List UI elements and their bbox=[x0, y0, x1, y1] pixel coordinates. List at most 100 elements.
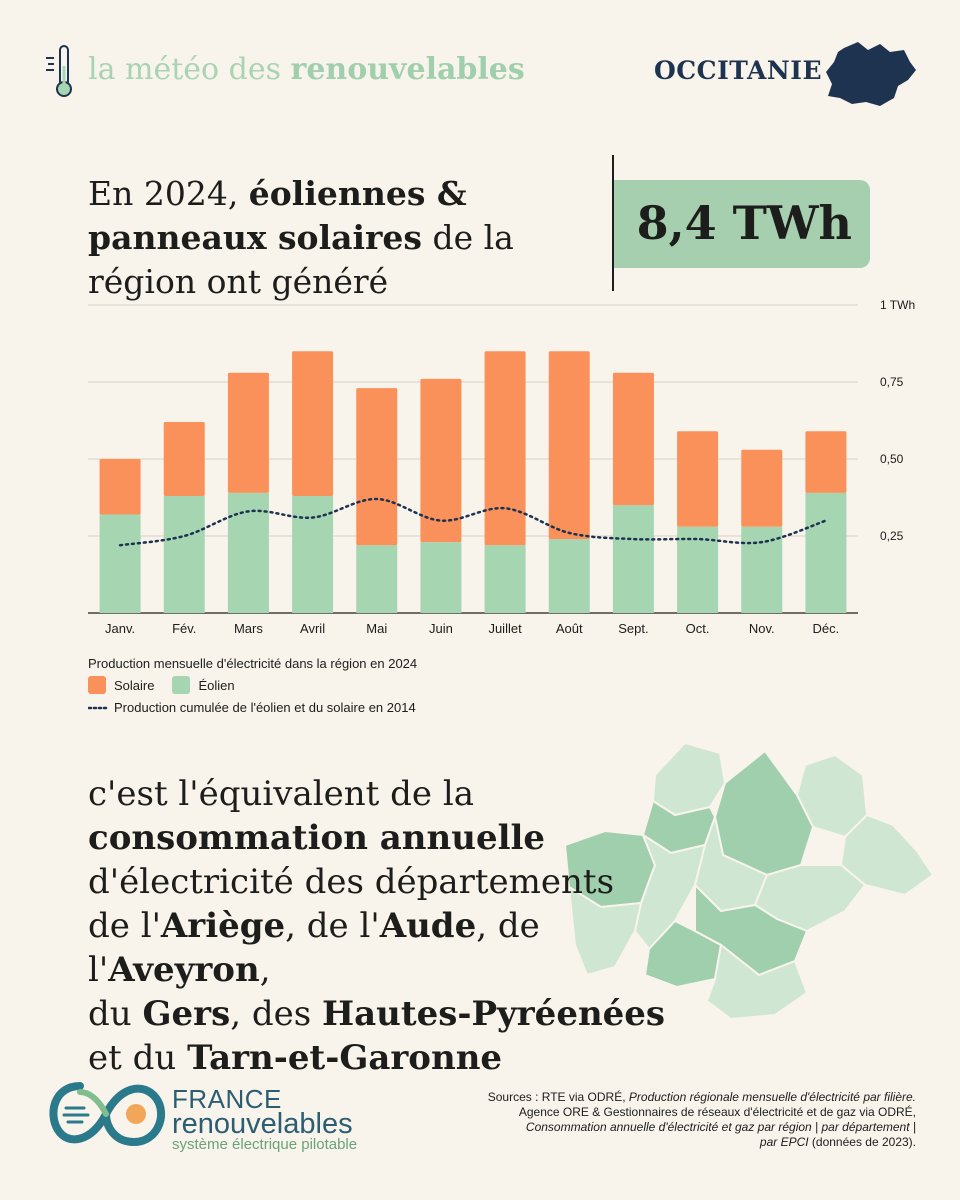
sources-dataset2: Consommation annuelle d'électricité et g… bbox=[525, 1120, 916, 1134]
sources-dataset1: Production régionale mensuelle d'électri… bbox=[628, 1090, 916, 1104]
line-production-2014 bbox=[118, 497, 828, 547]
x-tick-label: Juin bbox=[429, 621, 453, 636]
legend-title: Production mensuelle d'électricité dans … bbox=[88, 656, 418, 671]
monthly-production-chart: 0,25 0,50 0,75 1 TWh Janv. Fév. Mars Avril Mai Ju… bbox=[88, 298, 915, 636]
equiv-text: , bbox=[259, 950, 271, 990]
y-tick-label: 0,75 bbox=[880, 375, 904, 389]
x-tick-label: Avril bbox=[300, 621, 325, 636]
sources-line3: Consommation annuelle d'électricité et g… bbox=[446, 1120, 916, 1135]
bar-solaire bbox=[163, 422, 205, 496]
equiv-text: de l' bbox=[88, 906, 161, 946]
total-production-value: 8,4 TWh bbox=[636, 196, 852, 250]
bar-eolien bbox=[163, 495, 205, 613]
bar-eolien bbox=[741, 526, 783, 613]
dept-name-aveyron: Aveyron bbox=[108, 950, 260, 990]
dept-name-hautes-pyrenees: Hautes-Pyréenées bbox=[321, 994, 666, 1034]
bar-solaire bbox=[420, 378, 462, 543]
headline: En 2024, éoliennes & panneaux solaires d… bbox=[88, 172, 608, 304]
x-tick-label: Juillet bbox=[488, 621, 522, 636]
sources-text: Sources : RTE via ODRÉ, Production régio… bbox=[446, 1090, 916, 1150]
brand-title: la météo des renouvelables bbox=[88, 52, 525, 87]
bar-solaire bbox=[356, 388, 398, 546]
bar-solaire bbox=[227, 372, 269, 493]
legend-line-label: Production cumulée de l'éolien et du sol… bbox=[114, 700, 416, 715]
y-tick-label: 0,25 bbox=[880, 529, 904, 543]
dept-aveyron bbox=[713, 749, 815, 877]
x-tick-label: Mai bbox=[366, 621, 387, 636]
legend-dotted-line-swatch bbox=[88, 706, 108, 709]
dept-name-ariege: Ariège bbox=[160, 906, 286, 946]
bar-eolien bbox=[805, 492, 847, 613]
bar-solaire bbox=[805, 431, 847, 493]
equiv-line3: d'électricité des départements bbox=[88, 862, 615, 902]
logo-line1: FRANCE bbox=[172, 1084, 282, 1114]
dept-name-gers: Gers bbox=[142, 994, 231, 1034]
headline-divider bbox=[612, 155, 614, 291]
legend-solar-label: Solaire bbox=[114, 677, 155, 693]
sources-line1: Sources : RTE via ODRÉ, Production régio… bbox=[446, 1090, 916, 1105]
equiv-line2: consommation annuelle bbox=[88, 816, 688, 860]
bar-eolien bbox=[420, 542, 462, 613]
equiv-text: du bbox=[88, 994, 143, 1034]
equiv-line1: c'est l'équivalent de la bbox=[88, 774, 474, 814]
occitanie-map-icon bbox=[826, 42, 916, 106]
brand-prefix: la météo des bbox=[88, 52, 281, 87]
equiv-text: , des bbox=[230, 994, 322, 1034]
headline-emphasis: éoliennes & panneaux solaires bbox=[88, 174, 467, 257]
sources-line4: par EPCI (données de 2023). bbox=[446, 1135, 916, 1150]
x-tick-label: Mars bbox=[234, 621, 263, 636]
bar-eolien bbox=[356, 545, 398, 613]
equiv-text: , de l' bbox=[88, 906, 540, 990]
legend-bars: Solaire Éolien bbox=[88, 676, 235, 694]
x-tick-label: Déc. bbox=[813, 621, 840, 636]
brand-emphasis: renouvelables bbox=[290, 52, 525, 87]
sources-label: Sources : RTE via ODRÉ, bbox=[487, 1090, 629, 1104]
bar-eolien bbox=[227, 492, 269, 613]
bar-solaire bbox=[548, 351, 590, 540]
equiv-line5: du Gers, des Hautes-Pyréenées bbox=[88, 992, 688, 1036]
bar-solaire bbox=[99, 459, 141, 515]
equiv-line6: et du Tarn-et-Garonne bbox=[88, 1036, 688, 1080]
legend-wind-swatch bbox=[172, 676, 191, 694]
x-tick-label: Août bbox=[556, 621, 583, 636]
bar-solaire bbox=[292, 351, 334, 496]
x-tick-label: Janv. bbox=[105, 621, 135, 636]
legend-solar-swatch bbox=[88, 676, 106, 694]
logo-line2: renouvelables bbox=[172, 1108, 353, 1140]
bar-eolien bbox=[677, 526, 719, 613]
region-name: OCCITANIE bbox=[654, 56, 823, 85]
bar-eolien bbox=[99, 514, 141, 613]
bar-eolien bbox=[612, 505, 654, 613]
bar-eolien bbox=[292, 495, 334, 613]
equivalence-text: c'est l'équivalent de la consommation an… bbox=[88, 772, 688, 1080]
equiv-consumption: consommation annuelle bbox=[88, 818, 546, 858]
total-production-box: 8,4 TWh bbox=[614, 180, 870, 268]
legend-wind-label: Éolien bbox=[198, 677, 235, 693]
dept-pyrenees-orientales bbox=[705, 943, 809, 1021]
dept-name-tarn-et-garonne: Tarn-et-Garonne bbox=[187, 1038, 503, 1078]
equiv-text: et du bbox=[88, 1038, 188, 1078]
france-renouvelables-logo-icon bbox=[49, 1082, 165, 1147]
y-tick-label: 0,50 bbox=[880, 452, 904, 466]
bar-solaire bbox=[612, 372, 654, 506]
y-tick-label: 1 TWh bbox=[880, 298, 915, 312]
bar-solaire bbox=[484, 351, 526, 546]
departments-map bbox=[563, 741, 935, 1021]
dept-aude bbox=[694, 882, 809, 977]
thermometer-icon bbox=[46, 45, 72, 97]
dept-hautes-pyrenees bbox=[567, 885, 643, 977]
headline-part3: de la région ont généré bbox=[88, 218, 514, 301]
sources-dataset3: par EPCI bbox=[759, 1135, 809, 1149]
sources-year: (données de 2023). bbox=[808, 1135, 916, 1149]
headline-part1: En 2024, bbox=[88, 174, 249, 213]
logo-tagline: système électrique pilotable bbox=[172, 1136, 358, 1153]
equiv-line4: de l'Ariège, de l'Aude, de l'Aveyron, bbox=[88, 904, 688, 992]
x-tick-label: Nov. bbox=[749, 621, 775, 636]
x-tick-label: Sept. bbox=[618, 621, 648, 636]
x-tick-label: Fév. bbox=[172, 621, 196, 636]
dept-name-aude: Aude bbox=[379, 906, 477, 946]
bar-eolien bbox=[548, 539, 590, 613]
x-tick-label: Oct. bbox=[686, 621, 710, 636]
legend-line: Production cumulée de l'éolien et du sol… bbox=[88, 700, 416, 715]
bar-solaire bbox=[677, 431, 719, 527]
